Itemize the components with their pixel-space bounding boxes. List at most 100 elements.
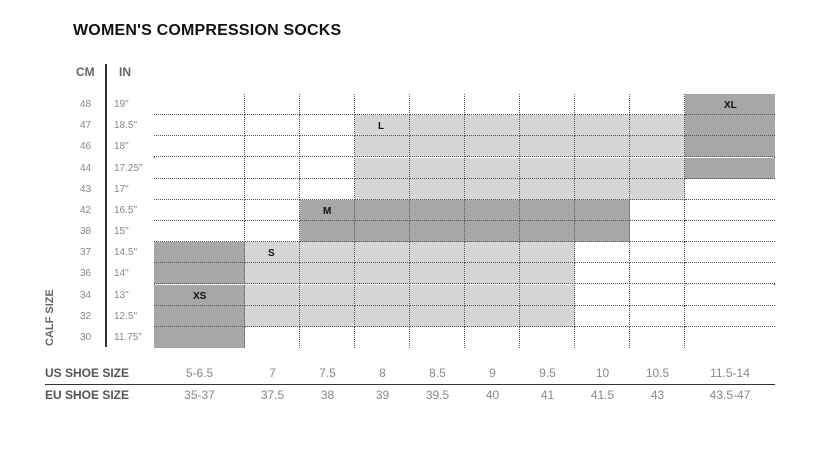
grid-cell [245, 157, 300, 179]
grid-cell [245, 284, 300, 306]
grid-cell [154, 157, 245, 179]
us-shoe-size: 10 [595, 366, 610, 380]
grid-cell [465, 178, 520, 200]
us-shoe-size: 9.5 [539, 366, 556, 380]
calf-in-label: 13" [114, 289, 129, 301]
grid-cell [300, 136, 355, 158]
grid-cell [575, 305, 630, 327]
calf-cm-label: 37 [80, 247, 92, 259]
grid-cell [630, 221, 685, 243]
grid-cell [575, 326, 630, 348]
grid-cell [630, 263, 685, 285]
size-label-s: S [268, 248, 275, 260]
eu-shoe-size: 43.5-47 [709, 388, 751, 402]
size-label-m: M [323, 205, 332, 217]
grid-cell [245, 221, 300, 243]
grid-cell [685, 326, 775, 348]
calf-in-label: 12.5" [114, 310, 138, 322]
grid-cell [465, 199, 520, 221]
calf-cm-label: 42 [80, 204, 92, 216]
grid-cell [465, 94, 520, 116]
calf-in-label: 15" [114, 226, 129, 237]
grid-cell [520, 199, 575, 221]
grid-cell [575, 94, 630, 116]
grid-cell [154, 178, 245, 200]
us-shoe-size: 8 [379, 366, 386, 380]
grid-cell [355, 115, 410, 137]
grid-cell [245, 305, 300, 327]
grid-cell [355, 94, 410, 116]
calf-cm-label: 36 [80, 268, 92, 280]
grid-cell [465, 115, 520, 137]
grid-cell [410, 263, 465, 285]
us-shoe-size: 8.5 [429, 366, 446, 380]
grid-cell [465, 136, 520, 158]
calf-in-label: 17" [114, 183, 129, 195]
shoe-divider [45, 384, 775, 385]
grid-cell [410, 221, 465, 243]
calf-in-label: 18.5" [114, 120, 138, 132]
grid-cell [300, 305, 355, 327]
grid-cell [630, 242, 685, 264]
grid-cell [154, 94, 245, 116]
calf-in-label: 16.5" [114, 204, 138, 216]
grid-cell [685, 305, 775, 327]
grid-cell [630, 305, 685, 327]
calf-cm-label: 30 [80, 331, 92, 343]
grid-cell [245, 178, 300, 200]
calf-cm-label: 38 [80, 226, 92, 237]
grid-cell [630, 284, 685, 306]
grid-cell [410, 115, 465, 137]
grid-cell [520, 284, 575, 306]
grid-cell [575, 157, 630, 179]
calf-cm-label: 43 [80, 183, 92, 195]
grid-cell [520, 115, 575, 137]
header-divider [105, 64, 107, 347]
grid-cell [154, 263, 245, 285]
grid-cell [154, 305, 245, 327]
calf-cm-label: 47 [80, 120, 92, 132]
grid-cell [465, 305, 520, 327]
eu-shoe-size: 40 [485, 388, 500, 402]
grid-cell [154, 242, 245, 264]
grid-cell [245, 263, 300, 285]
grid-cell [465, 221, 520, 243]
grid-cell [685, 94, 775, 116]
eu-shoe-size: 35-37 [184, 388, 215, 402]
calf-cm-label: 34 [80, 289, 92, 301]
grid-cell [685, 199, 775, 221]
grid-cell [575, 284, 630, 306]
grid-cell [410, 94, 465, 116]
grid-cell [685, 263, 775, 285]
eu-shoe-size: 39.5 [425, 388, 450, 402]
grid-cell [465, 157, 520, 179]
grid-cell [575, 221, 630, 243]
grid-cell [685, 178, 775, 200]
calf-in-label: 17.25" [114, 162, 143, 174]
grid-cell [520, 263, 575, 285]
grid-cell [355, 326, 410, 348]
grid-cell [245, 136, 300, 158]
us-shoe-size: 7.5 [319, 366, 336, 380]
grid-cell [630, 199, 685, 221]
us-shoe-size: 11.5-14 [710, 366, 750, 380]
grid-cell [300, 284, 355, 306]
grid-cell [300, 178, 355, 200]
grid-cell [355, 263, 410, 285]
us-shoe-size: 10.5 [645, 366, 670, 380]
grid-cell [154, 115, 245, 137]
grid-cell [410, 284, 465, 306]
grid-cell [300, 115, 355, 137]
size-grid: XS S M L XL [154, 94, 775, 348]
calf-cm-label: 32 [80, 310, 92, 322]
grid-cell [300, 263, 355, 285]
calf-in-label: 18" [114, 141, 129, 153]
eu-shoe-size: 41 [540, 388, 555, 402]
grid-cell [245, 326, 300, 348]
grid-cell [575, 115, 630, 137]
eu-shoe-size: 39 [375, 388, 390, 402]
grid-cell [300, 199, 355, 221]
chart-title: WOMEN'S COMPRESSION SOCKS [73, 22, 342, 39]
grid-cell [154, 284, 245, 306]
grid-cell [355, 157, 410, 179]
